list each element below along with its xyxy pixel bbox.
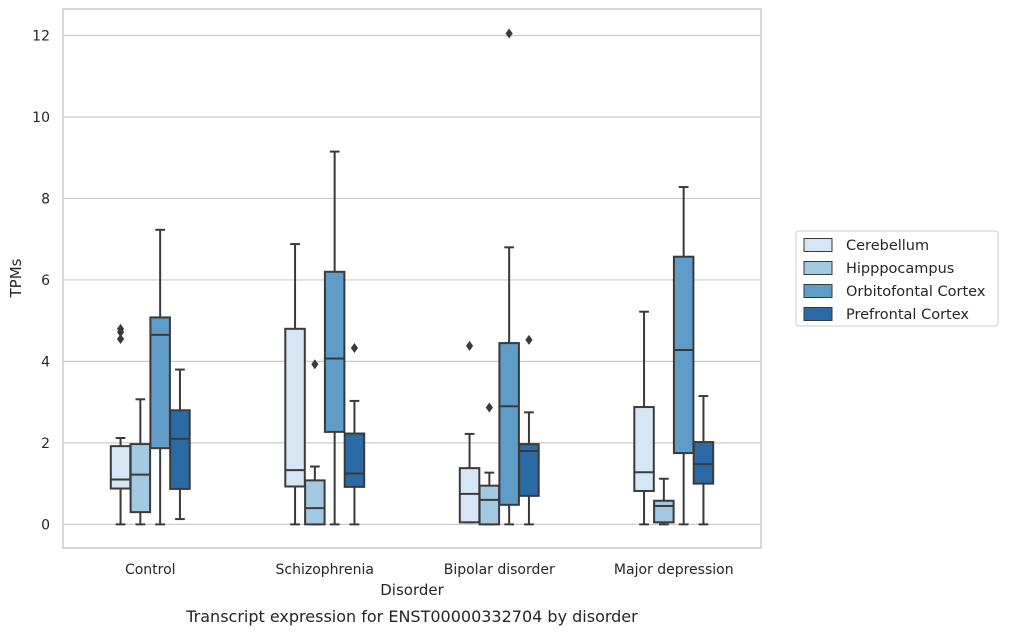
- legend-swatch: [803, 238, 833, 252]
- box-iqr: [692, 441, 715, 485]
- legend-swatch: [803, 307, 833, 321]
- box-iqr: [518, 443, 540, 497]
- box-group: [343, 342, 366, 526]
- box-iqr: [458, 467, 481, 524]
- box-iqr: [478, 484, 501, 526]
- box-iqr: [672, 255, 695, 455]
- outlier-point: [116, 334, 125, 344]
- box-iqr: [323, 270, 346, 433]
- box-group: [692, 395, 715, 526]
- box-iqr: [129, 443, 152, 514]
- outlier-point: [116, 323, 125, 334]
- legend-label: Cerebellum: [846, 238, 929, 254]
- legend-frame: [795, 230, 999, 327]
- box-group: [672, 186, 695, 526]
- legend-label: Hipppocampus: [846, 261, 954, 277]
- box-iqr: [109, 445, 132, 490]
- box-group: [129, 398, 152, 526]
- box-iqr: [304, 479, 326, 526]
- x-tick-label: Control: [125, 562, 176, 578]
- box-group: [478, 402, 501, 526]
- y-tick-labels: 0 2 4 6 8 10 12: [32, 28, 50, 533]
- x-tick-label: Major depression: [614, 562, 734, 578]
- box-group: [518, 334, 540, 526]
- box-group: [109, 323, 132, 526]
- box-group: [284, 243, 306, 526]
- legend-swatch: [803, 284, 833, 298]
- x-tick-labels: Control Schizophrenia Bipolar disorder Majo…: [125, 562, 734, 578]
- outlier-point: [465, 340, 474, 351]
- y-axis-label: TPMs: [7, 258, 25, 298]
- box-iqr: [498, 342, 520, 506]
- box-iqr: [169, 409, 191, 490]
- box-iqr: [653, 499, 675, 524]
- box-iqr: [633, 406, 655, 492]
- box-group: [323, 150, 346, 526]
- box-group: [304, 359, 326, 526]
- box-group: [169, 368, 191, 521]
- outlier-point: [350, 342, 359, 353]
- outlier-point: [525, 334, 533, 345]
- y-tick-label: 0: [41, 517, 50, 533]
- y-tick-label: 6: [41, 273, 50, 289]
- y-tick-label: 2: [41, 436, 50, 452]
- x-tick-label: Bipolar disorder: [444, 562, 555, 578]
- y-tick-label: 8: [41, 191, 50, 207]
- box-iqr: [343, 432, 366, 488]
- box-iqr: [284, 327, 306, 488]
- legend-swatch: [803, 261, 833, 275]
- legend-label: Orbitofontal Cortex: [846, 284, 986, 300]
- y-tick-label: 4: [41, 354, 50, 370]
- outlier-point: [505, 28, 513, 39]
- y-tick-label: 10: [32, 110, 50, 126]
- outlier-point: [311, 359, 319, 370]
- gridlines: [63, 34, 761, 525]
- box-group: [458, 340, 481, 524]
- box-group: [498, 28, 520, 526]
- y-tick-label: 12: [32, 28, 50, 44]
- box-group: [149, 228, 171, 526]
- plot-frame: [62, 8, 762, 549]
- chart-caption: Transcript expression for ENST0000033270…: [185, 607, 638, 626]
- x-axis-label: Disorder: [380, 581, 444, 599]
- legend: Cerebellum Hipppocampus Orbitofontal Corte…: [795, 230, 999, 327]
- box-group: [653, 477, 675, 526]
- boxes: [109, 28, 715, 526]
- legend-label: Prefrontal Cortex: [846, 307, 969, 323]
- box-iqr: [149, 316, 171, 450]
- x-tick-label: Schizophrenia: [276, 562, 374, 578]
- outlier-point: [485, 402, 493, 413]
- box-group: [633, 310, 655, 526]
